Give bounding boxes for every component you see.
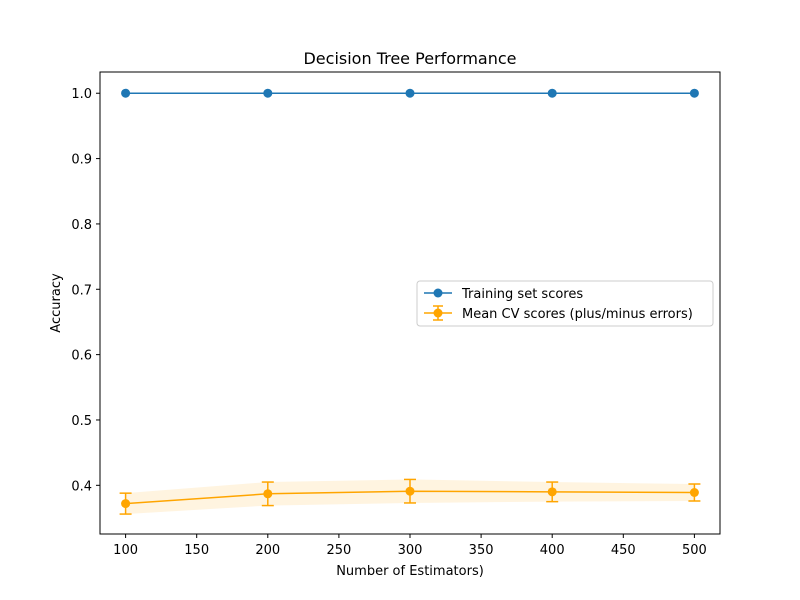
x-tick-label: 500 [682, 543, 707, 558]
legend-marker [433, 288, 443, 298]
training-data-point [263, 88, 273, 98]
x-tick-label: 350 [469, 543, 494, 558]
y-tick-label: 0.5 [71, 414, 92, 429]
legend-box [416, 280, 714, 327]
x-tick-label: 200 [255, 543, 280, 558]
y-tick-label: 0.9 [71, 153, 92, 168]
cv-data-point [263, 489, 273, 499]
x-tick-label: 450 [611, 543, 636, 558]
y-axis-ticks: 0.4 0.5 0.6 0.7 0.8 0.9 1.0 [71, 87, 100, 494]
legend: Training set scores Mean CV scores (plus/… [416, 280, 714, 327]
training-data-point [121, 88, 131, 98]
x-tick-label: 400 [540, 543, 565, 558]
training-data-point [689, 88, 699, 98]
y-tick-label: 0.8 [71, 218, 92, 233]
cv-data-point [405, 486, 415, 496]
cv-data-point [689, 488, 699, 498]
legend-label: Training set scores [461, 287, 583, 302]
x-tick-label: 100 [113, 543, 138, 558]
legend-marker [433, 308, 443, 318]
x-axis-label: Number of Estimators) [336, 564, 484, 579]
y-axis-label: Accuracy [49, 273, 64, 333]
training-data-point [547, 88, 557, 98]
cv-data-point [121, 499, 131, 509]
y-tick-label: 0.4 [71, 479, 92, 494]
y-tick-label: 0.6 [71, 349, 92, 364]
x-axis-ticks: 100 150 200 250 300 350 400 450 500 [113, 534, 707, 558]
cv-data-point [547, 487, 557, 497]
y-tick-label: 0.7 [71, 283, 92, 298]
plot-area [119, 88, 701, 515]
x-tick-label: 300 [398, 543, 423, 558]
legend-label: Mean CV scores (plus/minus errors) [462, 307, 693, 322]
x-tick-label: 150 [184, 543, 209, 558]
training-data-point [405, 88, 415, 98]
y-tick-label: 1.0 [71, 87, 92, 102]
chart-title: Decision Tree Performance [303, 49, 516, 68]
x-tick-label: 250 [326, 543, 351, 558]
